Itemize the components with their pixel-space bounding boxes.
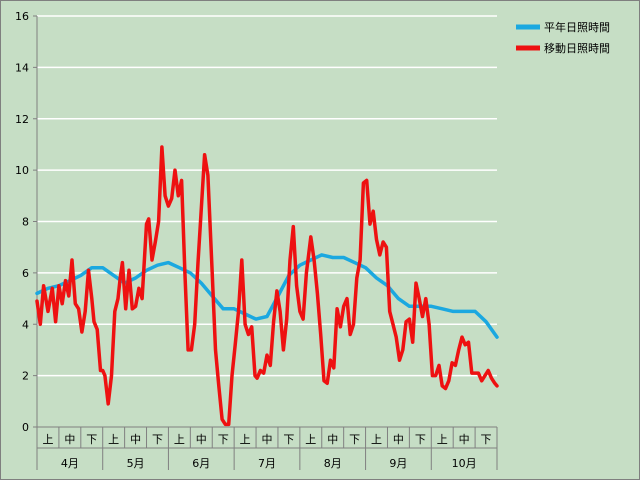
y-tick-label: 14 (15, 61, 29, 74)
x-month-label: 7月 (258, 457, 276, 470)
x-period-label: 上 (108, 433, 119, 446)
x-month-label: 9月 (389, 457, 407, 470)
y-tick-label: 4 (22, 318, 29, 331)
x-period-label: 上 (42, 433, 53, 446)
x-period-label: 下 (218, 433, 229, 446)
x-period-label: 下 (481, 433, 492, 446)
x-period-label: 中 (262, 433, 273, 446)
y-tick-label: 16 (15, 10, 29, 23)
y-tick-label: 8 (22, 216, 29, 229)
x-period-label: 下 (349, 433, 360, 446)
y-tick-label: 6 (22, 267, 29, 280)
x-period-label: 中 (196, 433, 207, 446)
x-period-label: 中 (64, 433, 75, 446)
y-tick-label: 12 (15, 113, 29, 126)
x-period-label: 中 (459, 433, 470, 446)
x-period-label: 上 (437, 433, 448, 446)
y-tick-label: 10 (15, 164, 29, 177)
legend-label: 移動日照時間 (544, 41, 610, 55)
x-period-label: 下 (283, 433, 294, 446)
axes: 0246810121416上中下4月上中下5月上中下6月上中下7月上中下8月上中… (15, 10, 498, 470)
y-tick-label: 2 (22, 370, 29, 383)
x-month-label: 10月 (452, 457, 477, 470)
y-tick-label: 0 (22, 421, 29, 434)
x-period-label: 上 (305, 433, 316, 446)
x-period-label: 中 (393, 433, 404, 446)
series-lines (35, 145, 499, 427)
x-period-label: 上 (371, 433, 382, 446)
x-period-label: 中 (130, 433, 141, 446)
x-month-label: 6月 (192, 457, 210, 470)
x-month-label: 8月 (324, 457, 342, 470)
x-period-label: 下 (415, 433, 426, 446)
x-period-label: 下 (86, 433, 97, 446)
x-period-label: 下 (152, 433, 163, 446)
grid-lines (37, 15, 497, 427)
x-period-label: 中 (327, 433, 338, 446)
x-month-label: 5月 (127, 457, 145, 470)
series-line-1 (35, 145, 499, 427)
x-period-label: 上 (240, 433, 251, 446)
x-month-label: 4月 (61, 457, 79, 470)
x-period-label: 上 (174, 433, 185, 446)
legend-label: 平年日照時間 (544, 20, 610, 34)
